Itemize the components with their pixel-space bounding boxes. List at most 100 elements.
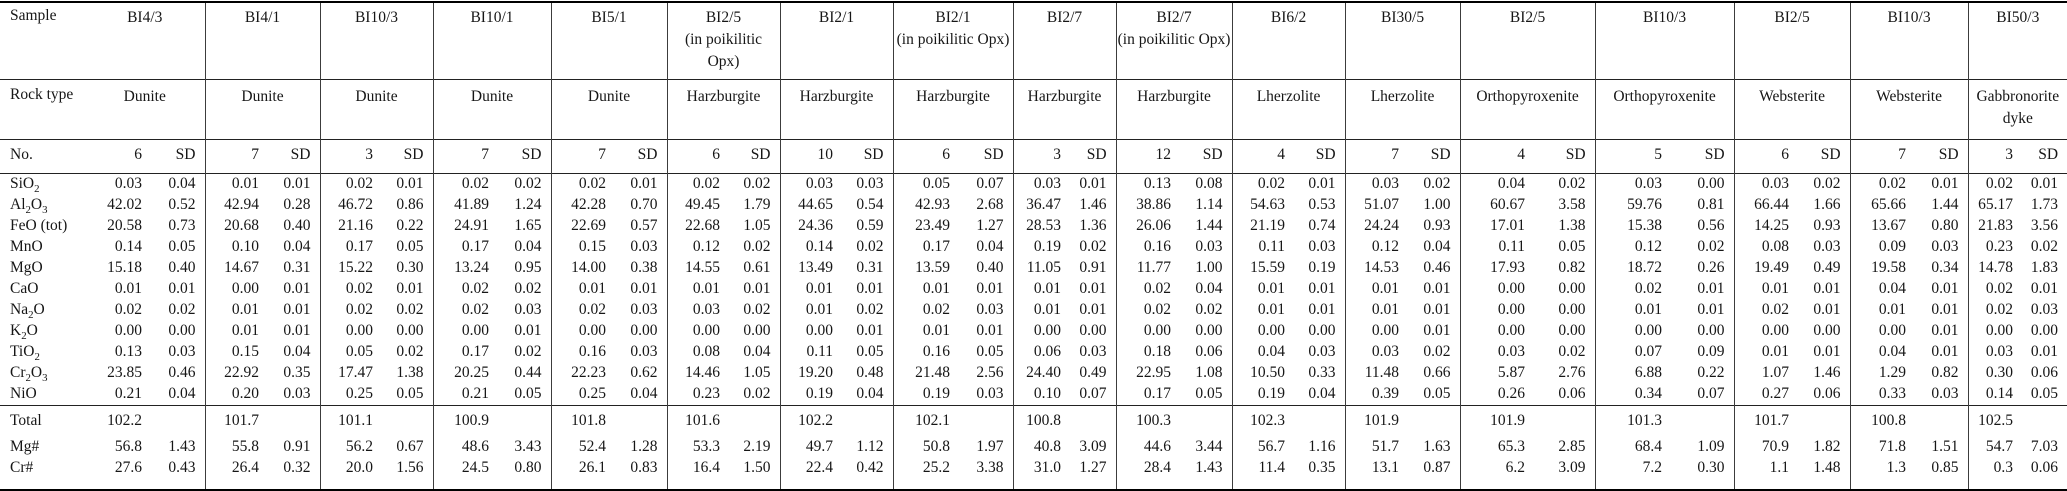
sd-cell: 0.67 [396,438,424,455]
value-cell: 0.34 [1594,384,1672,406]
sd-cell [1534,406,1595,438]
sd-cell: 0.01 [1308,175,1336,192]
value-cell: 0.02 [550,300,615,321]
value-cell: 50.8 [892,437,960,458]
value-cell: 70.9 [1733,437,1799,458]
value-cell: 0.12 [666,237,729,258]
value-cell: 0.00 [1459,279,1535,300]
sd-cell: 0.28 [283,196,311,213]
rock-type: Lherzolite [1344,79,1461,140]
sd-cell: 0.34 [1931,259,1959,276]
value-cell: 71.8 [1849,437,1916,458]
table-row: SiO2 0.03 0.04 0.01 0.01 0.02 0.01 0.02 0.02 0.02… [0,173,2067,195]
sd-cell: 1.51 [1931,438,1959,455]
sd-cell: 0.04 [283,343,311,360]
sd-cell: 0.01 [630,280,658,297]
sd-cell: 0.01 [1697,301,1725,318]
sd-cell: 0.01 [2030,343,2059,360]
value-cell: 53.3 [666,437,729,458]
sd-cell: 1.27 [1079,459,1107,476]
sd-cell: 0.02 [1558,343,1586,360]
value-cell: 0.17 [1115,384,1181,406]
sd-cell: 0.02 [2030,238,2059,255]
value-cell: 5.87 [1459,363,1535,384]
value-cell: 56.8 [114,438,142,455]
rock-type: Lherzolite [1231,79,1346,140]
sd-cell: 0.00 [630,322,658,339]
sd-cell: 0.03 [514,301,542,318]
sd-cell: 0.01 [1308,280,1336,297]
value-cell: 102.1 [892,405,960,437]
sd-cell: 0.02 [743,385,771,402]
value-cell: 0.02 [319,173,382,195]
value-cell: 14.78 [1967,258,2023,279]
sd-cell: 0.87 [1423,459,1451,476]
sd-cell: 0.02 [1423,343,1451,360]
summary-label: Total [10,412,42,429]
value-cell: 102.5 [1967,405,2023,437]
sd-cell: 0.44 [514,364,542,381]
sd-cell: 0.40 [168,259,196,276]
sd-header: SD [1704,146,1725,163]
value-cell: 19.58 [1849,258,1916,279]
value-cell: 0.00 [1231,321,1295,342]
value-cell: 0.00 [1012,321,1071,342]
table-row: TiO2 0.13 0.03 0.15 0.04 0.05 0.02 0.17 0.02 0.16… [0,342,2067,363]
value-cell: 22.69 [550,216,615,237]
value-cell: 28.53 [1012,216,1071,237]
value-cell: 13.1 [1344,458,1409,490]
sd-cell: 1.66 [1813,196,1841,213]
summary-label: Mg# [10,438,40,455]
sample-count: 4 [1231,139,1295,174]
sd-cell: 0.00 [1308,322,1336,339]
sd-cell [1798,406,1850,438]
value-cell: 102.2 [779,405,843,437]
value-cell: 0.12 [1344,237,1409,258]
sd-cell: 0.01 [976,280,1004,297]
sd-cell: 0.00 [168,322,196,339]
sd-cell: 0.04 [1195,280,1223,297]
value-cell: 0.01 [1012,300,1071,321]
sd-cell: 0.32 [283,459,311,476]
value-cell: 0.04 [1849,279,1916,300]
sd-cell: 0.01 [168,280,196,297]
sd-cell: 7.03 [2030,438,2059,455]
sd-header: SD [521,146,542,163]
sd-cell: 0.01 [1931,175,1959,192]
sd-cell: 1.82 [1813,438,1841,455]
value-cell: 0.03 [1733,173,1799,195]
sd-cell: 1.05 [743,364,771,381]
sd-cell [959,406,1013,438]
sample-count: 3 [1012,139,1071,174]
value-cell: 24.40 [1012,363,1071,384]
sd-header: SD [1430,146,1451,163]
value-cell: 0.03 [1967,342,2023,363]
sd-cell: 0.02 [514,280,542,297]
sample-header: BI10/3 [1849,2,1969,80]
value-cell: 22.4 [779,458,843,490]
sd-header: SD [1086,146,1107,163]
sd-cell: 0.00 [1558,280,1586,297]
value-cell: 0.03 [666,300,729,321]
value-cell: 0.23 [666,384,729,406]
value-cell: 56.2 [319,437,382,458]
value-cell: 68.4 [1594,437,1672,458]
sd-cell: 0.61 [743,259,771,276]
sample-count: 7 [204,139,268,174]
sample-header: BI2/5 (in poikilitic Opx) [666,2,781,80]
sd-cell: 0.46 [168,364,196,381]
value-cell: 100.8 [1012,405,1071,437]
value-cell: 0.14 [779,237,843,258]
sd-cell: 0.02 [514,343,542,360]
table-row: MnO 0.14 0.05 0.10 0.04 0.17 0.05 0.17 0.04 0.15 0… [0,237,2067,258]
value-cell: 11.48 [1344,363,1409,384]
sd-cell: 0.01 [283,175,311,192]
value-cell: 49.45 [666,195,729,216]
value-cell: 59.76 [1594,195,1672,216]
value-cell: 0.01 [779,300,843,321]
table-row: No. 6 SD 7 SD 3 SD 7 SD 7 SD 6 SD 10 SD 6 SD 3 SD 12 SD 4 SD 7 S… [0,139,2067,174]
value-cell: 24.91 [432,216,498,237]
sd-cell: 0.35 [283,364,311,381]
value-cell: 15.59 [1231,258,1295,279]
value-cell: 65.66 [1849,195,1916,216]
